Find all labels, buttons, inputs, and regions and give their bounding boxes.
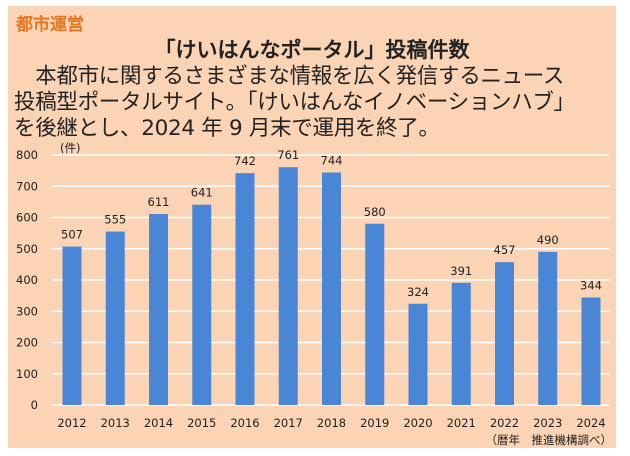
data-label: 324 <box>407 285 429 299</box>
description-line: 本都市に関するさまざまな情報を広く発信するニュース <box>14 64 565 89</box>
y-tick-label: 200 <box>16 336 38 350</box>
bar <box>235 173 255 405</box>
y-tick-label: 700 <box>16 179 38 193</box>
x-tick-label: 2019 <box>360 416 389 430</box>
x-tick-label: 2020 <box>403 416 432 430</box>
data-label: 555 <box>104 213 126 227</box>
category-label: 都市運営 <box>16 15 84 35</box>
bar <box>495 262 514 405</box>
y-tick-label: 300 <box>16 304 38 318</box>
x-tick-label: 2023 <box>533 416 562 430</box>
x-tick-label: 2013 <box>101 416 130 430</box>
y-tick-label: 500 <box>16 242 38 256</box>
bar <box>105 231 125 405</box>
x-tick-label: 2014 <box>144 416 173 430</box>
x-tick-label: 2016 <box>230 416 259 430</box>
x-tick-label: 2012 <box>57 416 86 430</box>
x-tick-label: 2021 <box>447 416 476 430</box>
source-note: （暦年 推進機構調べ） <box>486 433 613 447</box>
bar <box>322 172 341 405</box>
data-label: 344 <box>580 279 602 293</box>
bar <box>581 297 601 405</box>
data-label: 391 <box>450 264 472 278</box>
bar <box>451 282 471 405</box>
description: 本都市に関するさまざまな情報を広く発信するニュース 投稿型ポータルサイト。「けい… <box>14 64 614 142</box>
bar <box>408 303 428 405</box>
x-tick-label: 2018 <box>317 416 346 430</box>
description-line: を後継とし、2024 年 9 月末で運用を終了。 <box>14 116 440 141</box>
data-label: 507 <box>61 228 83 242</box>
bar <box>538 251 558 405</box>
bar <box>278 167 298 405</box>
bar <box>192 204 212 405</box>
x-tick-label: 2017 <box>274 416 303 430</box>
data-label: 611 <box>148 195 170 209</box>
data-label: 457 <box>494 243 516 257</box>
data-label: 744 <box>321 154 343 168</box>
chart-title: 「けいはんなポータル」投稿件数 <box>154 38 470 62</box>
x-tick-label: 2024 <box>576 416 605 430</box>
y-tick-label: 400 <box>16 273 38 287</box>
bar <box>365 223 385 405</box>
data-label: 580 <box>364 205 386 219</box>
bar <box>149 214 168 405</box>
x-tick-label: 2015 <box>187 416 216 430</box>
y-tick-label: 600 <box>16 211 38 225</box>
bar <box>62 246 82 405</box>
description-line: 投稿型ポータルサイト。「けいはんなイノベーションハブ」 <box>14 90 575 115</box>
y-axis-unit: (件) <box>60 141 80 155</box>
y-tick-label: 800 <box>16 148 38 162</box>
data-label: 641 <box>191 186 213 200</box>
data-label: 742 <box>234 154 256 168</box>
data-label: 490 <box>537 233 559 247</box>
x-tick-label: 2022 <box>490 416 519 430</box>
y-tick-label: 100 <box>16 367 38 381</box>
y-tick-label: 0 <box>31 398 38 412</box>
data-label: 761 <box>277 148 299 162</box>
